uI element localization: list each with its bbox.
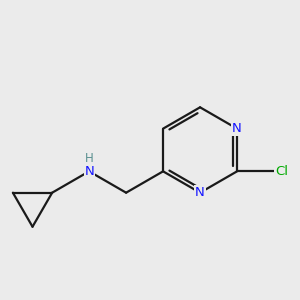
Text: N: N <box>84 165 94 178</box>
Text: N: N <box>195 186 205 199</box>
Text: Cl: Cl <box>275 165 288 178</box>
Text: H: H <box>85 152 94 165</box>
Text: N: N <box>232 122 242 135</box>
